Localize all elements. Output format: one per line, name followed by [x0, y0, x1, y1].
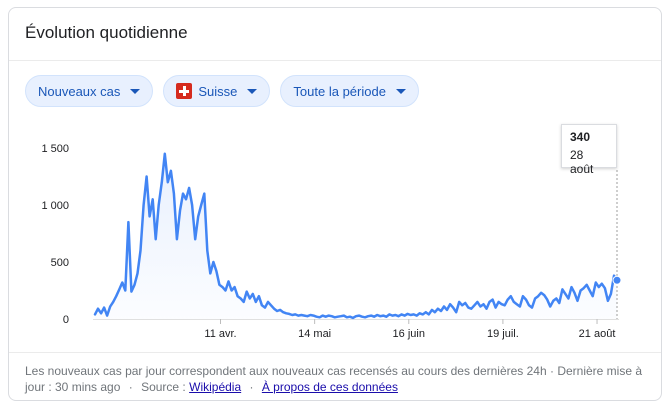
source-link[interactable]: Wikipédia [189, 380, 242, 394]
region-dropdown-label: Suisse [198, 83, 238, 99]
filter-bar: Nouveaux cas Suisse Toute la période [25, 75, 419, 109]
x-tick-label: 19 juil. [487, 328, 519, 340]
x-tick-label: 16 juin [393, 328, 425, 340]
y-tick-label: 500 [51, 257, 69, 269]
y-tick-label: 0 [63, 314, 69, 326]
header-divider [9, 60, 661, 61]
daily-evolution-card: Évolution quotidienne Nouveaux cas Suiss… [8, 7, 662, 401]
daily-cases-chart[interactable]: 0 500 1 000 1 500 11 avr. 14 mai 16 juin 19 jui… [9, 118, 661, 350]
chart-tooltip: 340 28 août [561, 124, 617, 176]
x-tick-label: 14 mai [298, 328, 331, 340]
chevron-down-icon [130, 88, 141, 94]
footer-description: Les nouveaux cas par jour correspondent … [25, 364, 643, 394]
card-title: Évolution quotidienne [25, 23, 188, 42]
period-dropdown[interactable]: Toute la période [280, 75, 419, 107]
metric-dropdown-label: Nouveaux cas [38, 83, 121, 99]
highlight-point [612, 275, 622, 285]
metric-dropdown[interactable]: Nouveaux cas [25, 75, 154, 107]
source-label: Source : [141, 380, 186, 394]
tooltip-value: 340 [570, 130, 591, 144]
series-area [95, 153, 617, 319]
y-tick-label: 1 000 [41, 200, 69, 212]
series-line [93, 152, 619, 320]
swiss-flag-icon [176, 83, 193, 99]
about-data-link[interactable]: À propos de ces données [261, 380, 398, 394]
x-tick-label: 11 avr. [204, 328, 236, 340]
tooltip-date: 28 août [570, 148, 594, 176]
footer-divider [9, 352, 661, 353]
x-tick-label: 21 août [579, 328, 616, 340]
footer-separator: · [249, 380, 254, 394]
region-dropdown[interactable]: Suisse [163, 75, 271, 107]
y-tick-label: 1 500 [41, 143, 69, 155]
period-dropdown-label: Toute la période [293, 83, 386, 99]
footer-separator: · [128, 380, 133, 394]
chart-footer: Les nouveaux cas par jour correspondent … [25, 363, 645, 395]
chevron-down-icon [395, 88, 406, 94]
chevron-down-icon [247, 88, 258, 94]
